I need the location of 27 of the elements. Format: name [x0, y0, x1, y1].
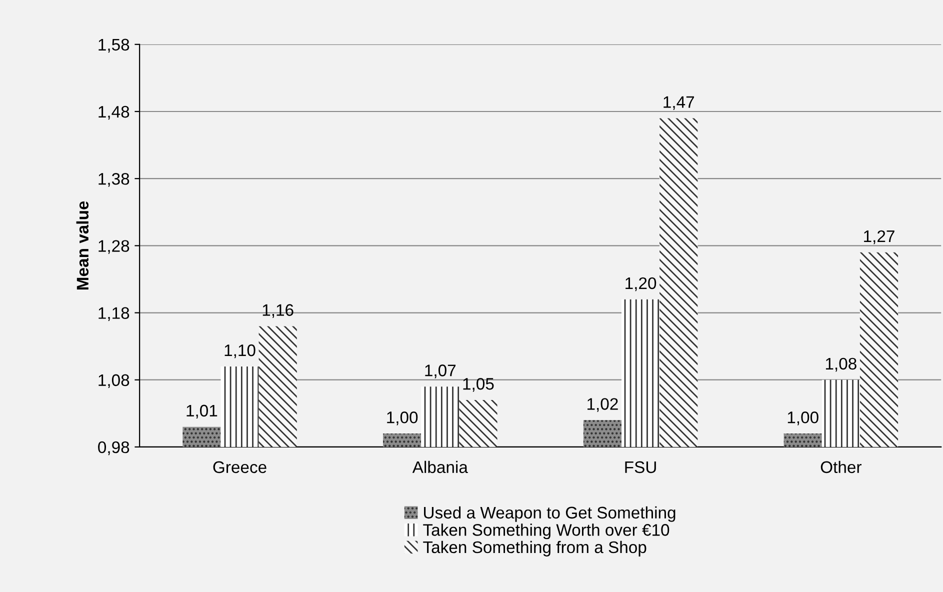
x-tick-label: Albania: [412, 460, 468, 474]
data-label: 1,00: [788, 412, 818, 426]
x-tick-label: Greece: [213, 461, 266, 474]
data-label: 1,05: [463, 378, 494, 392]
data-label: 1,07: [425, 364, 456, 378]
legend-label: Taken Something Worth over €10: [423, 524, 670, 540]
data-label: 1,10: [224, 344, 256, 358]
y-tick-label: 1,28: [98, 240, 130, 254]
data-label: 1,47: [664, 96, 694, 110]
y-axis-title: Mean value: [76, 201, 89, 290]
data-label: 1,20: [626, 277, 656, 292]
x-tick-label: Other: [820, 460, 862, 474]
legend-label: Used a Weapon to Get Something: [424, 506, 676, 522]
data-label: 1,02: [588, 398, 618, 412]
y-tick-label: 1,58: [98, 38, 130, 53]
y-tick-label: 1,38: [98, 172, 130, 187]
data-label: 1,00: [387, 412, 418, 426]
y-tick-label: 1,48: [98, 106, 130, 120]
data-label: 1,16: [262, 304, 294, 318]
data-label: 1,01: [186, 404, 218, 419]
data-label: 1,27: [864, 230, 894, 244]
y-tick-label: 1,08: [98, 374, 130, 388]
y-tick-label: 0,98: [98, 441, 130, 456]
x-tick-label: FSU: [625, 461, 656, 474]
legend-label: Taken Something from a Shop: [423, 540, 646, 556]
y-tick-label: 1,18: [98, 307, 130, 321]
data-label: 1,08: [826, 358, 856, 372]
